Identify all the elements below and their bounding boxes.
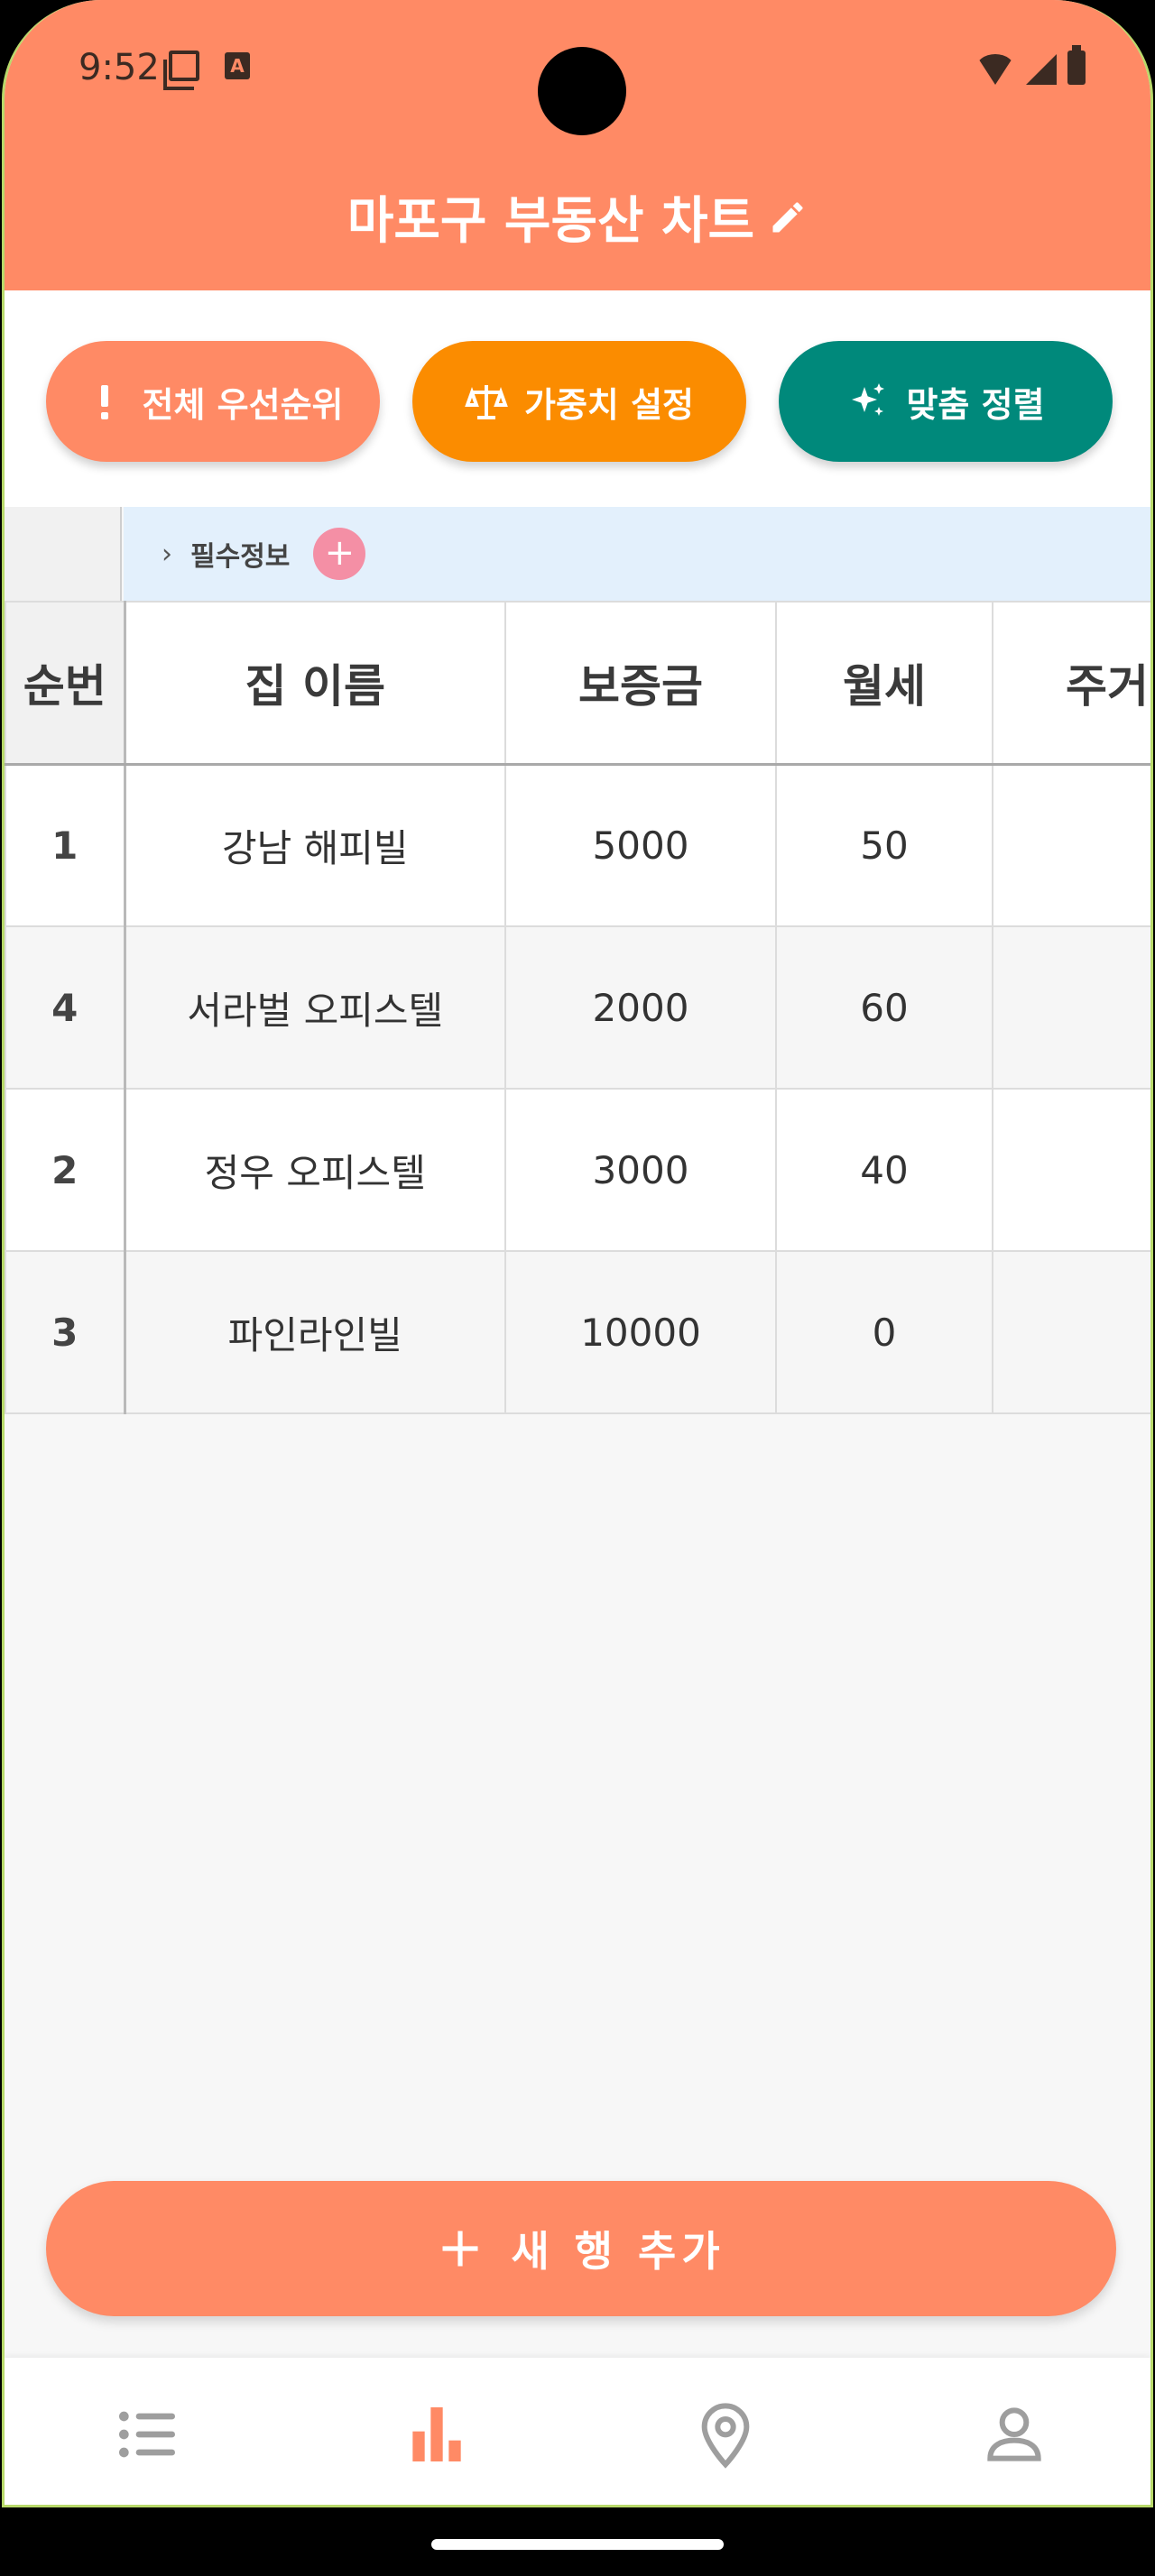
column-header-index[interactable]: 순번 [5, 601, 126, 766]
residence-cell[interactable] [992, 925, 1150, 1090]
table-row[interactable]: 4 서라벌 오피스텔 2000 60 [5, 925, 1150, 1090]
plus-icon [442, 2231, 478, 2267]
house-name-cell[interactable]: 정우 오피스텔 [124, 1088, 506, 1252]
list-icon [119, 2411, 175, 2458]
app-screen: 9:52 A 마포구 부동산 차트 [2, 0, 1153, 2507]
add-row-button[interactable]: 새 행 추가 [46, 2181, 1116, 2316]
nav-profile[interactable] [974, 2394, 1055, 2475]
app-header: 9:52 A 마포구 부동산 차트 [5, 0, 1150, 290]
house-name-cell[interactable]: 파인라인빌 [124, 1250, 506, 1414]
page-title[interactable]: 마포구 부동산 차트 [346, 192, 755, 251]
nav-chart[interactable] [396, 2394, 477, 2475]
table-row[interactable]: 3 파인라인빌 10000 0 [5, 1250, 1150, 1414]
weight-settings-label: 가중치 설정 [523, 384, 695, 425]
custom-sort-label: 맞춤 정렬 [906, 384, 1045, 425]
pencil-icon[interactable] [768, 198, 808, 237]
status-left-icons: A [163, 51, 250, 90]
chevron-right-icon[interactable]: › [162, 538, 172, 570]
person-icon [987, 2407, 1041, 2461]
table-header-row: 순번 집 이름 보증금 월세 주거 [5, 601, 1150, 766]
house-table: 순번 집 이름 보증금 월세 주거 1 강남 해피빌 5000 50 [5, 601, 1150, 1414]
custom-sort-button[interactable]: 맞춤 정렬 [779, 341, 1113, 462]
rent-cell[interactable]: 40 [775, 1088, 993, 1252]
nav-map[interactable] [685, 2394, 766, 2475]
nav-list[interactable] [107, 2394, 189, 2475]
column-header-deposit[interactable]: 보증금 [504, 601, 777, 766]
weight-settings-button[interactable]: 가중치 설정 [412, 341, 746, 462]
overall-priority-button[interactable]: 전체 우선순위 [46, 341, 380, 462]
title-wrap[interactable]: 마포구 부동산 차트 [5, 180, 1150, 253]
house-table-area: › 필수정보 + 순번 집 이름 보증금 월세 주거 [5, 507, 1150, 1414]
status-time: 9:52 [79, 47, 160, 88]
house-name-cell[interactable]: 강남 해피빌 [124, 763, 506, 927]
residence-cell[interactable] [992, 1250, 1150, 1414]
column-header-rent[interactable]: 월세 [775, 601, 993, 766]
screenshot-notification-icon [163, 51, 199, 90]
deposit-cell[interactable]: 3000 [504, 1088, 777, 1252]
add-row-label: 새 행 추가 [511, 2227, 725, 2276]
column-group-row: › 필수정보 + [5, 507, 1150, 601]
rent-cell[interactable]: 0 [775, 1250, 993, 1414]
row-index: 1 [5, 763, 126, 927]
house-name-cell[interactable]: 서라벌 오피스텔 [124, 925, 506, 1090]
action-bar: 전체 우선순위 가중치 설정 맞춤 정렬 [5, 290, 1150, 507]
home-indicator[interactable] [431, 2539, 724, 2550]
residence-cell[interactable] [992, 1088, 1150, 1252]
group-header-required-info[interactable]: › 필수정보 + [124, 507, 1150, 601]
row-index: 4 [5, 925, 126, 1090]
add-column-button[interactable]: + [313, 528, 366, 580]
status-right-icons [975, 45, 1086, 85]
deposit-cell[interactable]: 2000 [504, 925, 777, 1090]
residence-cell[interactable] [992, 763, 1150, 927]
column-header-name[interactable]: 집 이름 [124, 601, 506, 766]
column-header-residence[interactable]: 주거 [992, 601, 1150, 766]
overall-priority-label: 전체 우선순위 [142, 384, 344, 425]
bar-chart-icon [412, 2407, 461, 2461]
group-corner-cell [5, 507, 122, 601]
row-index: 3 [5, 1250, 126, 1414]
group-label: 필수정보 [190, 541, 291, 573]
scale-icon [465, 385, 508, 419]
wifi-icon [975, 54, 1015, 85]
rent-cell[interactable]: 50 [775, 763, 993, 927]
battery-icon [1067, 45, 1086, 85]
signal-icon [1026, 54, 1057, 85]
camera-cutout [538, 47, 626, 135]
rent-cell[interactable]: 60 [775, 925, 993, 1090]
table-row[interactable]: 1 강남 해피빌 5000 50 [5, 763, 1150, 927]
row-index: 2 [5, 1088, 126, 1252]
deposit-cell[interactable]: 10000 [504, 1250, 777, 1414]
table-row[interactable]: 2 정우 오피스텔 3000 40 [5, 1088, 1150, 1252]
sparkle-icon [852, 383, 885, 416]
app-notification-icon: A [225, 52, 250, 79]
map-pin-icon [701, 2403, 750, 2469]
deposit-cell[interactable]: 5000 [504, 763, 777, 927]
exclamation-icon [100, 385, 108, 419]
bottom-navigation [5, 2358, 1150, 2505]
